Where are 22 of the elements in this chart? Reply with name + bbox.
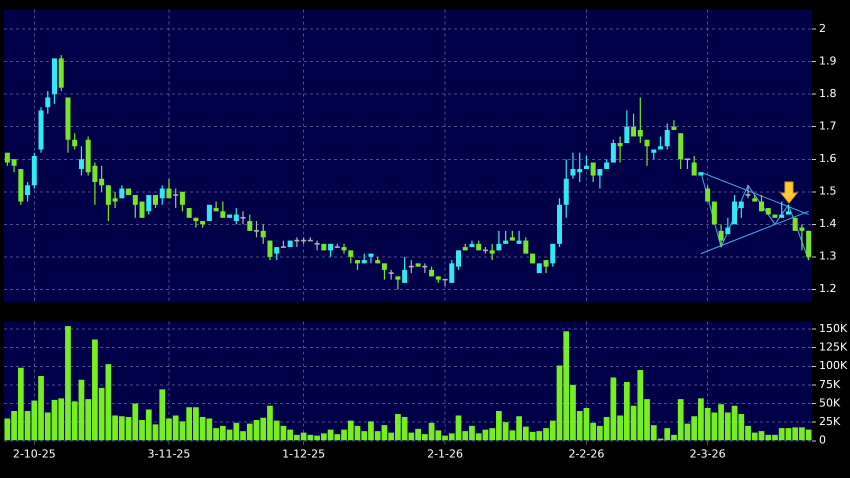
y-tick-label: 2 <box>819 22 826 35</box>
y-tick-label: 75K <box>819 378 841 391</box>
x-tick-label: 2-10-25 <box>12 447 56 460</box>
y-tick-label: 50K <box>819 396 841 410</box>
x-tick-label: 2-2-26 <box>568 447 604 460</box>
y-tick-label: 150K <box>819 322 848 335</box>
y-tick-label: 100K <box>819 359 848 372</box>
y-tick-label: 125K <box>819 340 848 354</box>
y-tick-label: 1.9 <box>819 54 836 68</box>
y-tick-label: 1.4 <box>819 217 836 230</box>
y-tick-label: 25K <box>819 415 841 428</box>
y-tick-label: 1.6 <box>819 152 836 166</box>
y-tick-label: 1.2 <box>819 282 836 296</box>
y-tick-label: 1.8 <box>819 87 836 100</box>
x-tick-label: 3-11-25 <box>148 447 190 460</box>
x-tick-label: 1-12-25 <box>282 447 326 460</box>
y-tick-label: 0 <box>819 434 826 447</box>
x-tick-label: 2-1-26 <box>427 447 463 460</box>
y-tick-label: 1.3 <box>819 250 836 263</box>
x-tick-label: 2-3-26 <box>690 447 726 460</box>
y-tick-label: 1.5 <box>819 184 836 198</box>
y-tick-label: 1.7 <box>819 120 836 133</box>
